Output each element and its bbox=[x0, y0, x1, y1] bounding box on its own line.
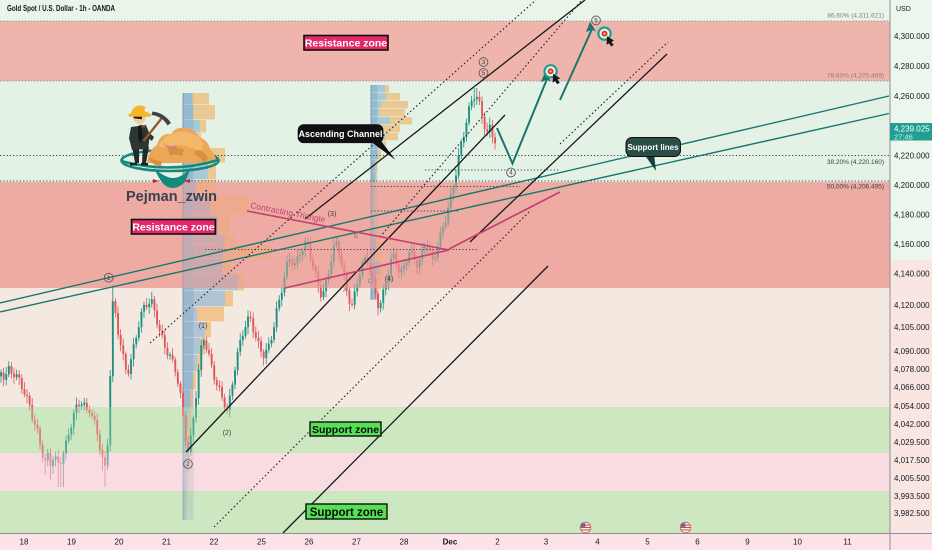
svg-text:Dec: Dec bbox=[443, 538, 458, 547]
svg-text:(2): (2) bbox=[223, 430, 232, 437]
svg-text:4,078.000: 4,078.000 bbox=[894, 365, 930, 374]
svg-text:20: 20 bbox=[115, 538, 124, 547]
svg-text:18: 18 bbox=[20, 538, 29, 547]
svg-text:3: 3 bbox=[482, 59, 486, 66]
svg-text:4: 4 bbox=[595, 538, 600, 547]
svg-text:4,280.000: 4,280.000 bbox=[894, 62, 930, 71]
svg-text:5: 5 bbox=[594, 18, 598, 25]
svg-text:19: 19 bbox=[67, 538, 76, 547]
svg-text:B: B bbox=[354, 234, 358, 240]
svg-text:4: 4 bbox=[509, 170, 513, 177]
svg-text:4,260.000: 4,260.000 bbox=[894, 92, 930, 101]
svg-text:4,239.025: 4,239.025 bbox=[894, 125, 930, 134]
svg-text:C: C bbox=[368, 279, 373, 285]
svg-text:(4): (4) bbox=[385, 276, 394, 283]
svg-text:4,160.000: 4,160.000 bbox=[894, 240, 930, 249]
svg-text:50.00% (4,206.495): 50.00% (4,206.495) bbox=[827, 184, 884, 191]
svg-text:22: 22 bbox=[210, 538, 219, 547]
svg-text:6: 6 bbox=[695, 538, 700, 547]
svg-text:Pejman_zwin: Pejman_zwin bbox=[126, 189, 217, 205]
svg-text:4,300.000: 4,300.000 bbox=[894, 32, 930, 41]
svg-text:3,993.500: 3,993.500 bbox=[894, 492, 930, 501]
svg-text:Resistance zone: Resistance zone bbox=[132, 222, 214, 234]
svg-text:Resistance zone: Resistance zone bbox=[305, 38, 387, 50]
svg-text:4,120.000: 4,120.000 bbox=[894, 301, 930, 310]
svg-text:4,220.000: 4,220.000 bbox=[894, 151, 930, 160]
svg-text:Support zone: Support zone bbox=[310, 507, 383, 519]
svg-text:4,029.500: 4,029.500 bbox=[894, 438, 930, 447]
svg-text:4,017.500: 4,017.500 bbox=[894, 456, 930, 465]
svg-text:4,090.000: 4,090.000 bbox=[894, 347, 930, 356]
svg-text:86.60% (4,311.621): 86.60% (4,311.621) bbox=[827, 13, 884, 20]
svg-text:27: 27 bbox=[352, 538, 361, 547]
svg-text:9: 9 bbox=[745, 538, 750, 547]
svg-text:25: 25 bbox=[257, 538, 266, 547]
svg-text:Support zone: Support zone bbox=[312, 424, 379, 436]
svg-text:78.60% (4,270.469): 78.60% (4,270.469) bbox=[827, 73, 884, 80]
svg-text:3: 3 bbox=[544, 538, 549, 547]
svg-text:2: 2 bbox=[495, 538, 500, 547]
svg-text:4,200.000: 4,200.000 bbox=[894, 181, 930, 190]
svg-text:Support lines: Support lines bbox=[627, 143, 679, 152]
svg-text:A: A bbox=[343, 288, 347, 294]
svg-text:1: 1 bbox=[107, 275, 111, 282]
svg-text:10: 10 bbox=[793, 538, 802, 547]
svg-text:38.20% (4,220.160): 38.20% (4,220.160) bbox=[827, 159, 884, 166]
svg-text:4,180.000: 4,180.000 bbox=[894, 210, 930, 219]
svg-text:4,105.000: 4,105.000 bbox=[894, 323, 930, 332]
svg-text:USD: USD bbox=[896, 6, 911, 13]
svg-text:27:46: 27:46 bbox=[894, 133, 913, 142]
svg-text:(3): (3) bbox=[328, 211, 337, 218]
svg-text:4,140.000: 4,140.000 bbox=[894, 269, 930, 278]
svg-text:4,005.500: 4,005.500 bbox=[894, 474, 930, 483]
svg-text:4,066.000: 4,066.000 bbox=[894, 383, 930, 392]
svg-text:3,982.500: 3,982.500 bbox=[894, 509, 930, 518]
svg-text:(1): (1) bbox=[199, 323, 208, 330]
svg-text:28: 28 bbox=[400, 538, 409, 547]
svg-text:11: 11 bbox=[843, 538, 852, 547]
svg-text:5: 5 bbox=[645, 538, 650, 547]
svg-text:5: 5 bbox=[482, 70, 486, 77]
svg-text:D: D bbox=[422, 244, 427, 250]
svg-text:26: 26 bbox=[305, 538, 314, 547]
svg-text:21: 21 bbox=[162, 538, 171, 547]
svg-text:Ascending Channel: Ascending Channel bbox=[298, 129, 382, 139]
svg-text:4,042.000: 4,042.000 bbox=[894, 420, 930, 429]
svg-text:Gold Spot / U.S. Dollar - 1h -: Gold Spot / U.S. Dollar - 1h - OANDA bbox=[7, 4, 115, 13]
svg-text:4,054.000: 4,054.000 bbox=[894, 402, 930, 411]
svg-text:2: 2 bbox=[186, 461, 190, 468]
